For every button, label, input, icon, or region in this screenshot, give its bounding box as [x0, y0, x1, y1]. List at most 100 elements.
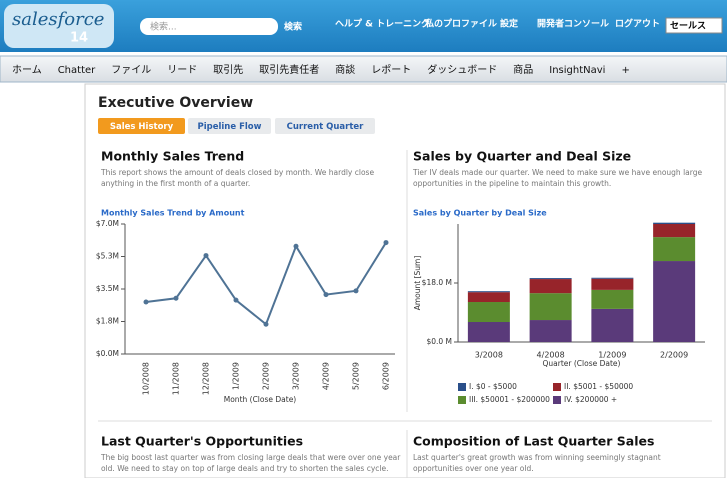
bar-segment [653, 222, 696, 224]
subtab-label[interactable]: Sales History [110, 122, 174, 132]
x-tick-label: 1/2009 [232, 362, 241, 390]
point [263, 321, 269, 327]
point [293, 243, 299, 249]
legend-label: I. $0 - $5000 [469, 382, 517, 391]
point [143, 299, 149, 305]
nav-tab[interactable]: 商談 [335, 63, 355, 76]
nav-tab[interactable]: リード [167, 65, 197, 76]
nav-tab[interactable]: 商品 [513, 63, 533, 76]
panel-description: The big boost last quarter was from clos… [100, 453, 401, 462]
nav-tab[interactable]: レポート [371, 64, 411, 76]
bar-segment [467, 291, 510, 293]
panel-description: anything in the first month of a quarter… [101, 179, 250, 188]
legend-swatch [553, 396, 561, 404]
subtab[interactable] [188, 118, 271, 134]
point [383, 240, 389, 246]
bar-segment [529, 279, 572, 294]
header-link[interactable]: ログアウト [615, 18, 660, 30]
panel-description: Tier IV deals made our quarter. We need … [412, 168, 702, 177]
panel-title: Monthly Sales Trend [101, 149, 244, 164]
app-select-label: セールス [670, 21, 706, 32]
bar-segment [653, 261, 696, 342]
x-tick-label: 4/2009 [322, 362, 331, 390]
panel-title: Last Quarter's Opportunities [101, 434, 303, 449]
header-bar [0, 0, 727, 52]
y-axis-label: Amount [Sum] [413, 256, 422, 311]
bar-segment [591, 308, 634, 342]
x-tick-label: 11/2008 [172, 362, 181, 395]
bar-segment [591, 289, 634, 309]
subtab-label[interactable]: Pipeline Flow [197, 122, 261, 132]
y-tick-label: $1.8M [96, 317, 119, 326]
bar-segment [467, 322, 510, 342]
panel-description: opportunities in the pipeline to maintai… [413, 179, 611, 188]
legend-label: III. $50001 - $200000 [469, 395, 550, 404]
header-link[interactable]: 開発者コンソール [537, 18, 609, 30]
point [203, 253, 209, 259]
y-tick-label: $3.5M [96, 284, 119, 293]
y-tick-label: $5.3M [96, 252, 119, 261]
panel-description: opportunities over one year old. [413, 464, 534, 473]
search-box[interactable] [140, 18, 278, 35]
x-tick-label: 6/2009 [382, 362, 391, 390]
bar-segment [591, 278, 634, 290]
bar-segment [529, 293, 572, 321]
tab-bar [0, 55, 727, 83]
y-tick-label: $7.0M [96, 219, 119, 228]
legend-swatch [458, 396, 466, 404]
logo: salesforce [12, 9, 104, 30]
point [173, 295, 179, 301]
nav-tab[interactable]: InsightNavi [549, 65, 605, 76]
chart-title: Sales by Quarter by Deal Size [413, 209, 547, 218]
nav-tab[interactable]: ファイル [111, 65, 151, 76]
x-tick-label: 12/2008 [202, 362, 211, 395]
header-link[interactable]: 設定 [500, 18, 519, 30]
bar-segment [467, 302, 510, 323]
header-link[interactable]: ヘルプ & トレーニング [335, 18, 430, 30]
x-tick-label: 4/2008 [537, 351, 565, 360]
y-tick-label: $18.0 M [422, 278, 452, 287]
nav-tab[interactable]: ダッシュボード [427, 63, 497, 76]
panel-description: Last quarter's great growth was from win… [413, 453, 661, 462]
search-button[interactable]: 検索 [284, 21, 302, 33]
x-tick-label: 10/2008 [142, 362, 151, 395]
nav-tab[interactable]: Chatter [58, 65, 96, 76]
bar-segment [529, 278, 572, 280]
y-tick-label: $0.0M [96, 349, 119, 358]
app-select[interactable] [665, 17, 723, 34]
nav-tab[interactable]: + [621, 65, 629, 76]
subtab[interactable] [275, 118, 375, 134]
nav-tab[interactable]: ホーム [12, 64, 42, 76]
subtab-label[interactable]: Current Quarter [287, 122, 365, 132]
panel-description: old. We need to stay on top of large dea… [101, 464, 388, 473]
x-tick-label: 3/2008 [475, 351, 503, 360]
x-tick-label: 2/2009 [660, 351, 688, 360]
panel-title: Sales by Quarter and Deal Size [413, 149, 631, 164]
search-placeholder: 検索... [150, 21, 177, 33]
nav-tab[interactable]: 取引先責任者 [259, 63, 319, 76]
point [323, 292, 329, 298]
header-link[interactable]: 私のプロファイル [424, 18, 497, 30]
legend-label: II. $5001 - $50000 [564, 382, 633, 391]
nav-tab[interactable]: 取引先 [213, 64, 243, 76]
point [353, 288, 359, 294]
legend-swatch [553, 383, 561, 391]
x-axis-label: Month (Close Date) [224, 395, 297, 404]
logo-cloud [4, 4, 114, 48]
x-tick-label: 3/2009 [292, 362, 301, 390]
logo-version: 14 [70, 31, 88, 46]
bar-segment [467, 292, 510, 303]
panel-title: Composition of Last Quarter Sales [413, 434, 654, 449]
bar-segment [653, 224, 696, 238]
x-tick-label: 1/2009 [598, 351, 626, 360]
x-tick-label: 5/2009 [352, 362, 361, 390]
x-tick-label: 2/2009 [262, 362, 271, 390]
bar-segment [529, 320, 572, 342]
bar-segment [591, 277, 634, 279]
x-axis-label: Quarter (Close Date) [543, 359, 621, 368]
subtab[interactable] [98, 118, 185, 134]
y-tick-label: $0.0 M [426, 337, 452, 346]
panel-description: This report shows the amount of deals cl… [100, 168, 374, 177]
legend-label: IV. $200000 + [564, 395, 617, 404]
